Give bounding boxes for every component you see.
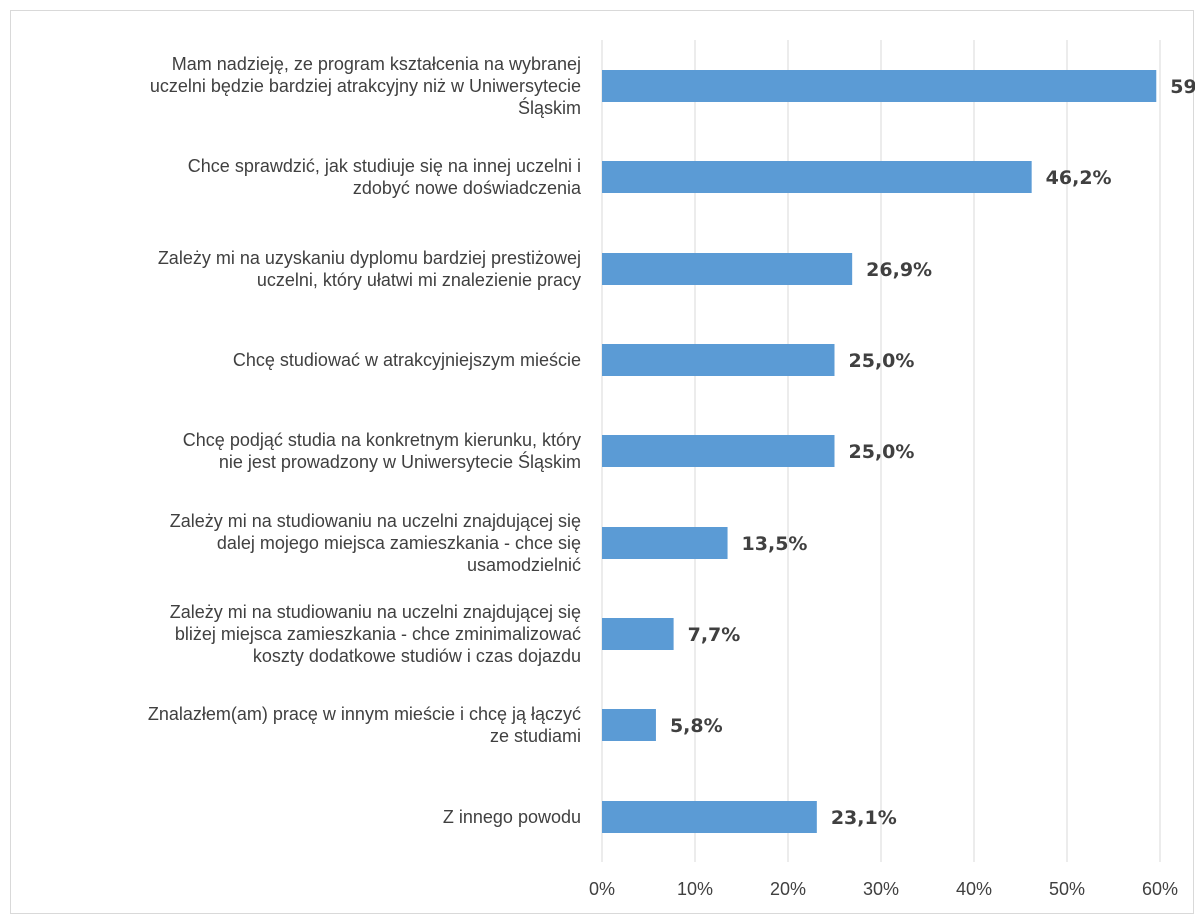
x-tick-label-60: 60% bbox=[1142, 879, 1178, 899]
bar-1 bbox=[602, 70, 1157, 102]
category-labels: Mam nadzieję, ze program kształcenia na … bbox=[148, 54, 582, 827]
data-label-4: 25,0% bbox=[849, 350, 915, 372]
category-label-8: Znalazłem(am) pracę w innym mieście i ch… bbox=[148, 704, 581, 746]
x-tick-label-0: 0% bbox=[589, 879, 615, 899]
category-label-7: Zależy mi na studiowaniu na uczelni znaj… bbox=[170, 602, 581, 666]
data-label-2: 46,2% bbox=[1046, 167, 1112, 189]
data-labels: 59,6% 46,2% 26,9% 25,0% 25,0% 13,5% 7,7% 5,8% 23… bbox=[670, 76, 1195, 829]
category-label-4: Chcę studiować w atrakcyjniejszym mieści… bbox=[233, 350, 581, 370]
data-label-8: 5,8% bbox=[670, 715, 723, 737]
data-label-1: 59,6% bbox=[1170, 76, 1195, 98]
category-label-3: Zależy mi na uzyskaniu dyplomu bardziej … bbox=[158, 248, 581, 290]
data-label-3: 26,9% bbox=[866, 259, 932, 281]
bar-4 bbox=[602, 344, 835, 376]
category-label-6: Zależy mi na studiowaniu na uczelni znaj… bbox=[170, 511, 581, 575]
bar-9 bbox=[602, 801, 817, 833]
data-label-9: 23,1% bbox=[831, 807, 897, 829]
category-label-1: Mam nadzieję, ze program kształcenia na … bbox=[150, 54, 581, 118]
data-label-5: 25,0% bbox=[849, 441, 915, 463]
x-tick-label-30: 30% bbox=[863, 879, 899, 899]
x-tick-label-40: 40% bbox=[956, 879, 992, 899]
category-label-9: Z innego powodu bbox=[443, 807, 581, 827]
category-label-5: Chcę podjąć studia na konkretnym kierunk… bbox=[183, 430, 581, 472]
chart-frame bbox=[10, 10, 1194, 914]
bar-5 bbox=[602, 435, 835, 467]
bar-6 bbox=[602, 527, 728, 559]
data-label-7: 7,7% bbox=[688, 624, 741, 646]
x-axis-ticks: 0% 10% 20% 30% 40% 50% 60% bbox=[589, 879, 1178, 899]
bar-2 bbox=[602, 161, 1032, 193]
category-label-2: Chce sprawdzić, jak studiuje się na inne… bbox=[188, 156, 582, 198]
x-tick-label-50: 50% bbox=[1049, 879, 1085, 899]
bar-7 bbox=[602, 618, 674, 650]
x-tick-label-10: 10% bbox=[677, 879, 713, 899]
bar-3 bbox=[602, 253, 853, 285]
data-label-6: 13,5% bbox=[742, 533, 808, 555]
bar-8 bbox=[602, 709, 656, 741]
bars bbox=[602, 70, 1157, 833]
x-tick-label-20: 20% bbox=[770, 879, 806, 899]
